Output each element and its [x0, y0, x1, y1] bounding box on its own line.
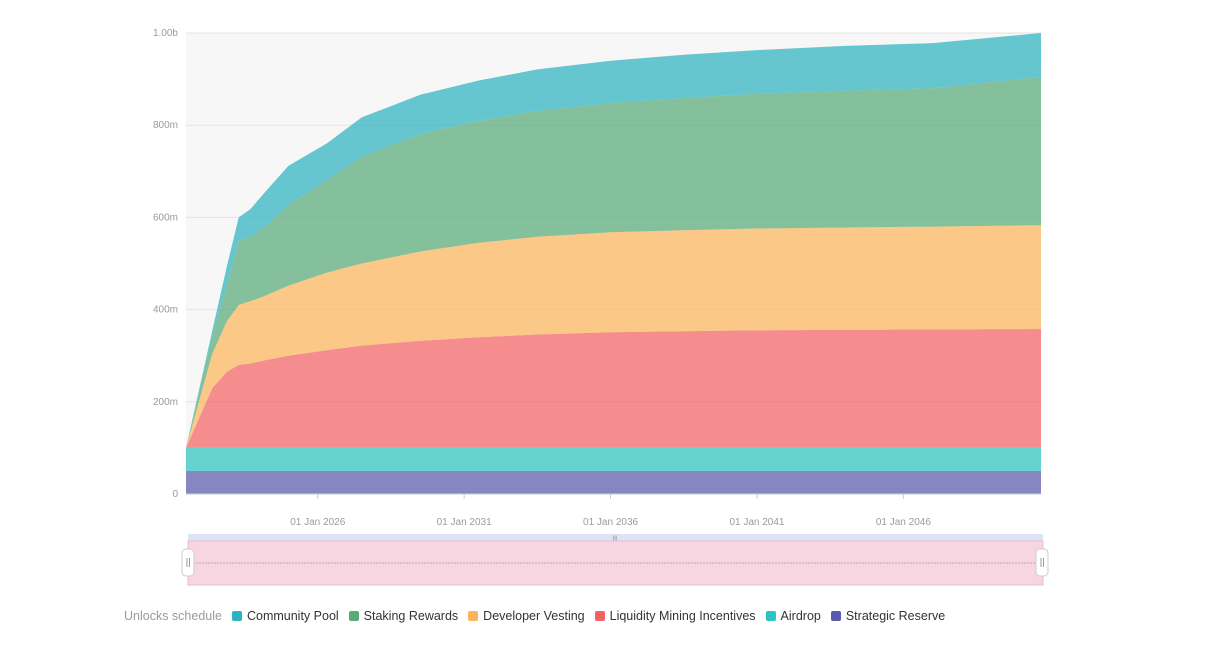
legend-label: Developer Vesting: [483, 609, 585, 623]
y-tick-label: 800m: [153, 120, 178, 131]
navigator-left-handle[interactable]: [181, 548, 195, 577]
x-tick-label: 01 Jan 2041: [729, 517, 784, 528]
area-staking-rewards[interactable]: [186, 76, 1041, 448]
legend-swatch: [231, 611, 242, 621]
x-axis: 01 Jan 2026 01 Jan 2031 01 Jan 2036 01 Jan …: [186, 493, 1041, 528]
y-tick-label: 600m: [153, 212, 178, 223]
legend-item-liquidity-mining-incentives[interactable]: Liquidity Mining Incentives: [594, 609, 756, 623]
legend-title: Unlocks schedule: [124, 609, 222, 623]
y-tick-label: 200m: [153, 397, 178, 408]
legend-label: Community Pool: [246, 609, 339, 623]
navigator-scrollbar-grip[interactable]: |||: [613, 536, 618, 542]
legend-swatch: [468, 611, 479, 621]
legend-swatch: [765, 611, 776, 621]
y-tick-label: 1.00b: [153, 28, 178, 39]
legend-label: Airdrop: [780, 609, 821, 623]
area-airdrop[interactable]: [186, 447, 1041, 471]
y-tick-label: 0: [172, 489, 178, 500]
y-tick-label: 400m: [153, 305, 178, 316]
area-strategic-reserve[interactable]: [186, 470, 1041, 494]
navigator-right-handle[interactable]: [1035, 548, 1049, 577]
legend-swatch: [830, 611, 841, 621]
legend-item-developer-vesting[interactable]: Developer Vesting: [468, 609, 585, 623]
area-community-pool[interactable]: [186, 33, 1041, 448]
x-tick-label: 01 Jan 2031: [437, 517, 492, 528]
legend-item-strategic-reserve[interactable]: Strategic Reserve: [830, 609, 946, 623]
legend-label: Strategic Reserve: [845, 609, 946, 623]
legend-label: Liquidity Mining Incentives: [609, 609, 756, 623]
area-developer-vesting[interactable]: [186, 225, 1041, 448]
legend-swatch: [594, 611, 605, 621]
area-liquidity-mining-incentives[interactable]: [186, 329, 1041, 448]
stacked-areas[interactable]: [186, 33, 1041, 494]
chart-legend: Unlocks schedule Community Pool Staking R…: [124, 606, 955, 626]
legend-items: Community Pool Staking Rewards Developer V…: [231, 609, 955, 623]
legend-item-airdrop[interactable]: Airdrop: [765, 609, 821, 623]
legend-label: Staking Rewards: [363, 609, 459, 623]
navigator-scrollbar[interactable]: [188, 534, 1043, 541]
legend-item-community-pool[interactable]: Community Pool: [231, 609, 339, 623]
x-tick-label: 01 Jan 2046: [876, 517, 931, 528]
legend-item-staking-rewards[interactable]: Staking Rewards: [348, 609, 459, 623]
y-axis: 0 200m 400m 600m 800m 1.00b: [153, 28, 178, 500]
x-tick-label: 01 Jan 2026: [290, 517, 345, 528]
legend-swatch: [348, 611, 359, 621]
range-navigator[interactable]: |||: [181, 534, 1049, 586]
x-tick-label: 01 Jan 2036: [583, 517, 638, 528]
